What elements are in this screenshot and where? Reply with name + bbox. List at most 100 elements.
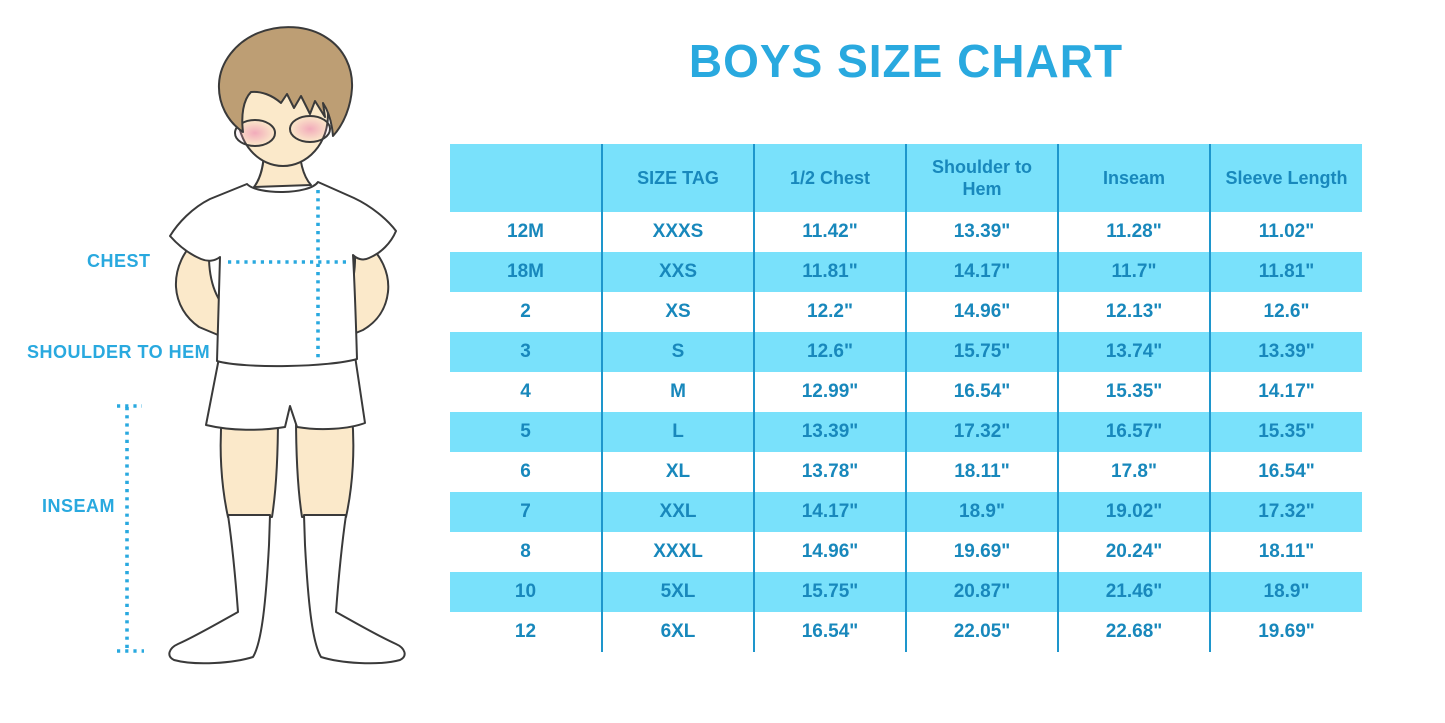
table-cell: 22.05" xyxy=(905,612,1058,652)
boy-hair xyxy=(217,26,354,137)
chest-label: CHEST xyxy=(87,251,151,271)
table-cell: 20.87" xyxy=(905,572,1058,612)
column-header: 1/2 Chest xyxy=(753,144,906,212)
boy-legs xyxy=(219,414,355,518)
table-cell: 11.02" xyxy=(1209,212,1362,252)
boy-socks xyxy=(168,514,406,665)
table-cell: 15.75" xyxy=(905,332,1058,372)
size-label-cell: 3 xyxy=(450,332,602,372)
size-label-cell: 10 xyxy=(450,572,602,612)
table-cell: 15.35" xyxy=(1209,412,1362,452)
size-label-cell: 5 xyxy=(450,412,602,452)
table-cell: 15.35" xyxy=(1057,372,1210,412)
table-row: 12 6XL 16.54" 22.05" 22.68" 19.69" xyxy=(450,612,1362,652)
page-title: BOYS SIZE CHART xyxy=(688,35,1124,87)
table-cell: 20.24" xyxy=(1057,532,1210,572)
table-cell: 11.81" xyxy=(753,252,906,292)
table-row: 8 XXXL 14.96" 19.69" 20.24" 18.11" xyxy=(450,532,1362,572)
size-table-body: 12M XXXS 11.42" 13.39" 11.28" 11.02" 18M XXS 11.… xyxy=(450,212,1362,652)
table-cell: XXS xyxy=(601,252,754,292)
table-cell: 12.13" xyxy=(1057,292,1210,332)
size-label-cell: 4 xyxy=(450,372,602,412)
column-header: Shoulder to Hem xyxy=(905,144,1058,212)
table-row: 5 L 13.39" 17.32" 16.57" 15.35" xyxy=(450,412,1362,452)
table-cell: 13.74" xyxy=(1057,332,1210,372)
table-cell: XXXL xyxy=(601,532,754,572)
size-label-cell: 6 xyxy=(450,452,602,492)
size-label-cell: 2 xyxy=(450,292,602,332)
table-cell: 13.39" xyxy=(1209,332,1362,372)
table-cell: 17.32" xyxy=(905,412,1058,452)
table-cell: 12.6" xyxy=(1209,292,1362,332)
table-cell: 19.69" xyxy=(905,532,1058,572)
table-cell: 11.42" xyxy=(753,212,906,252)
table-cell: 5XL xyxy=(601,572,754,612)
table-cell: 13.78" xyxy=(753,452,906,492)
table-cell: XS xyxy=(601,292,754,332)
table-cell: XXL xyxy=(601,492,754,532)
table-cell: 14.17" xyxy=(1209,372,1362,412)
measurement-lines xyxy=(117,190,346,653)
table-cell: L xyxy=(601,412,754,452)
table-cell: 17.32" xyxy=(1209,492,1362,532)
column-header: Inseam xyxy=(1057,144,1210,212)
boy-shorts xyxy=(205,355,366,431)
table-cell: 22.68" xyxy=(1057,612,1210,652)
inseam-label: INSEAM xyxy=(42,496,116,516)
size-label-cell: 7 xyxy=(450,492,602,532)
table-cell: 21.46" xyxy=(1057,572,1210,612)
table-cell: 19.69" xyxy=(1209,612,1362,652)
table-cell: 12.6" xyxy=(753,332,906,372)
table-row: 3 S 12.6" 15.75" 13.74" 13.39" xyxy=(450,332,1362,372)
header-row: SIZE TAG 1/2 Chest Shoulder to Hem Inseam Sl… xyxy=(450,144,1362,212)
table-cell: 11.7" xyxy=(1057,252,1210,292)
size-table-header: SIZE TAG 1/2 Chest Shoulder to Hem Inseam Sl… xyxy=(450,144,1362,212)
boy-cheek-left xyxy=(234,119,276,147)
table-cell: XL xyxy=(601,452,754,492)
table-row: 12M XXXS 11.42" 13.39" 11.28" 11.02" xyxy=(450,212,1362,252)
table-cell: 16.54" xyxy=(905,372,1058,412)
size-label-cell: 8 xyxy=(450,532,602,572)
table-cell: 11.28" xyxy=(1057,212,1210,252)
table-cell: 14.17" xyxy=(905,252,1058,292)
table-cell: S xyxy=(601,332,754,372)
size-label-cell: 18M xyxy=(450,252,602,292)
table-cell: 18.11" xyxy=(905,452,1058,492)
size-label-cell: 12 xyxy=(450,612,602,652)
boy-cheek-right xyxy=(289,115,331,143)
table-row: 7 XXL 14.17" 18.9" 19.02" 17.32" xyxy=(450,492,1362,532)
boy-figure-illustration xyxy=(117,26,406,665)
column-header: Sleeve Length xyxy=(1209,144,1362,212)
table-cell: 6XL xyxy=(601,612,754,652)
table-cell: 15.75" xyxy=(753,572,906,612)
size-label-cell: 12M xyxy=(450,212,602,252)
table-cell: XXXS xyxy=(601,212,754,252)
table-cell: 16.54" xyxy=(1209,452,1362,492)
table-cell: 17.8" xyxy=(1057,452,1210,492)
table-row: 2 XS 12.2" 14.96" 12.13" 12.6" xyxy=(450,292,1362,332)
table-cell: M xyxy=(601,372,754,412)
table-cell: 14.96" xyxy=(905,292,1058,332)
table-row: 6 XL 13.78" 18.11" 17.8" 16.54" xyxy=(450,452,1362,492)
table-row: 4 M 12.99" 16.54" 15.35" 14.17" xyxy=(450,372,1362,412)
table-row: 10 5XL 15.75" 20.87" 21.46" 18.9" xyxy=(450,572,1362,612)
table-cell: 14.96" xyxy=(753,532,906,572)
table-row: 18M XXS 11.81" 14.17" 11.7" 11.81" xyxy=(450,252,1362,292)
table-cell: 18.9" xyxy=(905,492,1058,532)
table-cell: 13.39" xyxy=(753,412,906,452)
column-header xyxy=(450,144,602,212)
boy-tshirt xyxy=(169,181,397,368)
table-cell: 12.2" xyxy=(753,292,906,332)
table-cell: 16.54" xyxy=(753,612,906,652)
table-cell: 18.11" xyxy=(1209,532,1362,572)
table-cell: 13.39" xyxy=(905,212,1058,252)
table-cell: 11.81" xyxy=(1209,252,1362,292)
shoulder-to-hem-label: SHOULDER TO HEM xyxy=(27,342,211,362)
column-header: SIZE TAG xyxy=(601,144,754,212)
table-cell: 14.17" xyxy=(753,492,906,532)
table-cell: 12.99" xyxy=(753,372,906,412)
table-cell: 16.57" xyxy=(1057,412,1210,452)
size-table: SIZE TAG 1/2 Chest Shoulder to Hem Inseam Sl… xyxy=(450,144,1362,652)
table-cell: 19.02" xyxy=(1057,492,1210,532)
